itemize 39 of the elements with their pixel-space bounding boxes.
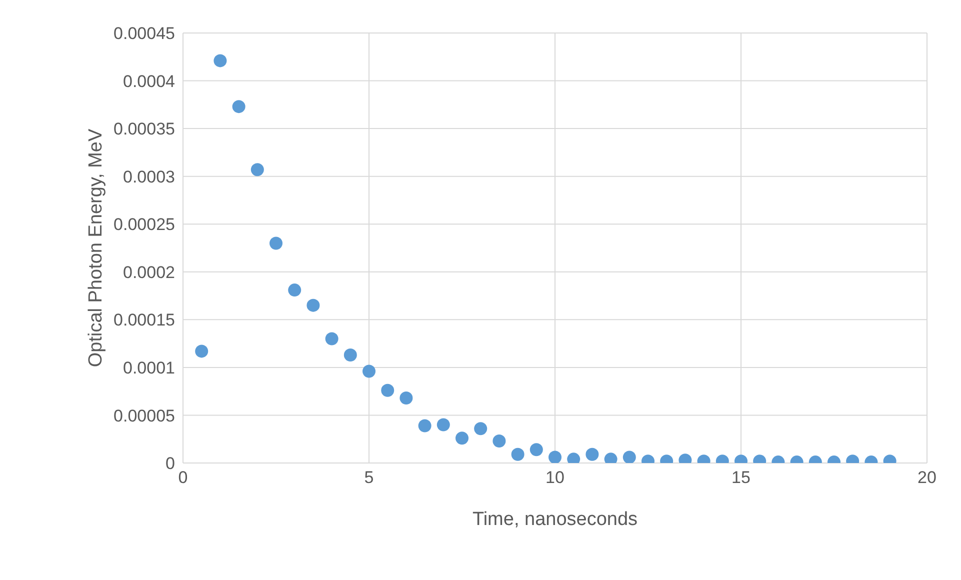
- y-tick-label: 0.0001: [123, 358, 175, 378]
- point: [418, 419, 432, 432]
- point: [195, 344, 208, 358]
- y-axis-title: Optical Photon Energy, MeV: [86, 128, 107, 368]
- point: [400, 392, 413, 405]
- point: [381, 384, 394, 397]
- y-tick-label: 0.00035: [114, 120, 175, 139]
- x-tick-label: 10: [546, 468, 564, 488]
- y-tick-label: 0.00005: [114, 406, 175, 426]
- point: [548, 450, 562, 463]
- x-tick-label: 0: [178, 468, 188, 488]
- point: [622, 450, 636, 463]
- point: [436, 418, 450, 432]
- point: [586, 448, 599, 461]
- y-tick-label: 0.0003: [123, 167, 175, 186]
- point: [530, 443, 543, 456]
- x-tick-label: 15: [732, 468, 750, 488]
- point: [250, 163, 264, 176]
- point: [344, 348, 357, 362]
- point: [232, 100, 246, 114]
- point: [456, 432, 468, 445]
- point: [288, 284, 302, 297]
- x-tick-label: 20: [918, 468, 936, 488]
- point: [492, 434, 506, 448]
- point: [270, 236, 282, 250]
- point: [474, 422, 488, 436]
- y-tick-label: 0.00045: [114, 24, 175, 44]
- y-tick-label: 0.0004: [123, 72, 175, 91]
- point: [362, 364, 376, 378]
- point: [214, 54, 227, 68]
- x-tick-label: 5: [364, 468, 374, 488]
- y-tick-label: 0.00015: [114, 310, 175, 330]
- y-tick-label: 0.00025: [114, 215, 175, 234]
- point: [511, 448, 524, 461]
- point: [306, 298, 320, 312]
- y-tick-label: 0: [166, 454, 175, 474]
- y-tick-label: 0.0002: [123, 262, 175, 282]
- point: [325, 332, 338, 346]
- x-axis-title: Time, nanoseconds: [472, 509, 638, 530]
